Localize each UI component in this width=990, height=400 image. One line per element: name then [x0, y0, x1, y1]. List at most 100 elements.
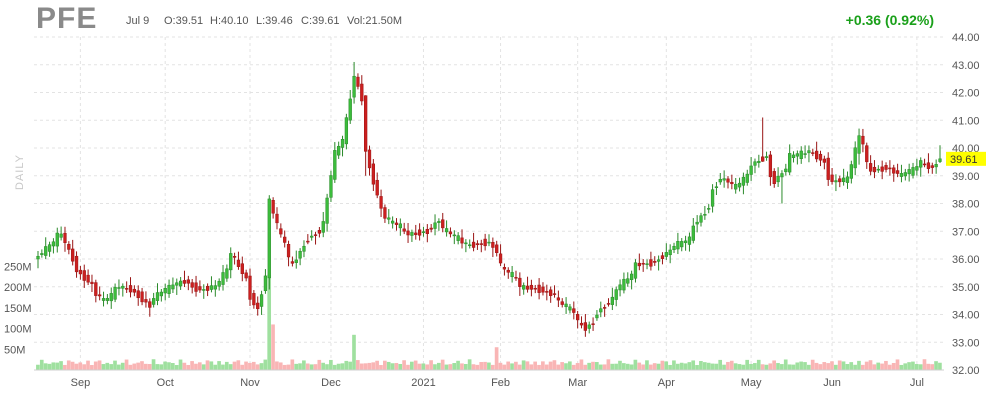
volume-bar	[398, 363, 403, 370]
volume-bar	[606, 359, 611, 370]
date-tick-label: Apr	[658, 377, 675, 389]
candle-body	[344, 117, 349, 145]
candle-body	[772, 171, 776, 184]
volume-bar	[286, 364, 291, 370]
volume-bar	[490, 364, 495, 370]
volume-bar	[587, 362, 591, 370]
candle-body	[618, 284, 622, 291]
candle-body	[82, 270, 86, 281]
date-tick-label: May	[741, 377, 762, 389]
quote-date: Jul 9	[126, 15, 150, 27]
volume-bar	[853, 364, 857, 370]
candle-body	[456, 235, 460, 241]
volume-bar	[263, 359, 268, 370]
candle-body	[421, 231, 426, 233]
candle-body	[768, 154, 773, 178]
candle-body	[483, 238, 487, 247]
volume-bar	[205, 360, 210, 370]
candle-body	[518, 277, 522, 287]
candle-body	[641, 263, 645, 265]
candle-body	[926, 162, 931, 169]
candle-body	[182, 280, 187, 284]
volume-bar	[51, 362, 56, 370]
candle-body	[884, 165, 888, 170]
candle-body	[302, 245, 306, 252]
candle-body	[460, 237, 464, 244]
candle-body	[429, 227, 433, 230]
candle-body	[876, 168, 880, 171]
volume-bar	[390, 363, 395, 370]
volume-bar	[201, 364, 206, 370]
candle-body	[383, 207, 387, 219]
candle-body	[622, 278, 626, 291]
candle-body	[556, 297, 561, 301]
candle-body	[109, 293, 113, 302]
candle-body	[321, 221, 325, 233]
volume-tick-label: 250M	[4, 261, 32, 273]
candle-body	[171, 284, 175, 290]
volume-bar	[841, 361, 846, 370]
volume-bar	[194, 363, 198, 370]
volume-bar	[934, 361, 938, 370]
price-tick-label: 41.00	[952, 115, 980, 127]
volume-bar	[170, 363, 175, 370]
volume-bar	[275, 361, 279, 370]
candle-body	[626, 278, 630, 284]
volume-bar	[124, 359, 129, 370]
candle-body	[868, 163, 873, 172]
date-tick-label: Feb	[491, 377, 510, 389]
date-tick-label: Sep	[71, 377, 91, 389]
volume-bar	[86, 360, 90, 370]
volume-bar	[568, 361, 572, 370]
candle-body	[229, 253, 233, 271]
candle-body	[676, 241, 680, 250]
candle-body	[136, 290, 140, 299]
volume-bar	[448, 364, 453, 370]
volume-bar	[402, 360, 406, 370]
volume-bar	[749, 363, 753, 370]
candle-body	[256, 302, 260, 310]
candle-body	[587, 324, 591, 329]
volume-bar	[429, 360, 433, 370]
candle-body	[252, 293, 256, 306]
low-price: L:39.46	[256, 15, 293, 27]
volume-bar	[371, 362, 376, 370]
candle-body	[294, 259, 298, 263]
candle-body	[610, 296, 614, 305]
volume-bar	[710, 363, 715, 370]
candle-body	[240, 263, 244, 274]
candle-body	[803, 153, 807, 155]
volume-bar	[895, 359, 900, 370]
volume-bar	[818, 364, 823, 370]
candle-body	[660, 255, 665, 259]
volume-bar	[583, 364, 588, 370]
candle-body	[163, 287, 167, 294]
volume-bar	[82, 364, 86, 370]
candle-body	[838, 178, 842, 183]
volume-bar	[571, 364, 576, 370]
candle-body	[417, 229, 422, 236]
price-tick-label: 35.00	[952, 282, 980, 294]
volume-bar	[375, 360, 379, 370]
price-tick-label: 43.00	[952, 60, 980, 72]
candle-body	[152, 298, 156, 305]
volume-bar	[209, 361, 214, 370]
candle-body	[51, 241, 56, 247]
candle-body	[807, 150, 811, 154]
volume-bar	[174, 365, 179, 370]
volume-bar	[660, 360, 665, 370]
candle-body	[101, 298, 106, 301]
candle-body	[125, 288, 129, 290]
volume-bar	[675, 363, 680, 370]
volume-bar	[506, 361, 511, 370]
candle-body	[583, 322, 588, 331]
volume-bar	[833, 364, 838, 370]
volume-bar	[433, 364, 437, 370]
candle-body	[776, 175, 780, 183]
candle-body	[545, 291, 549, 293]
candle-body	[834, 180, 838, 183]
volume-bar	[97, 360, 102, 370]
candle-body	[63, 232, 67, 243]
candle-body	[749, 165, 753, 175]
